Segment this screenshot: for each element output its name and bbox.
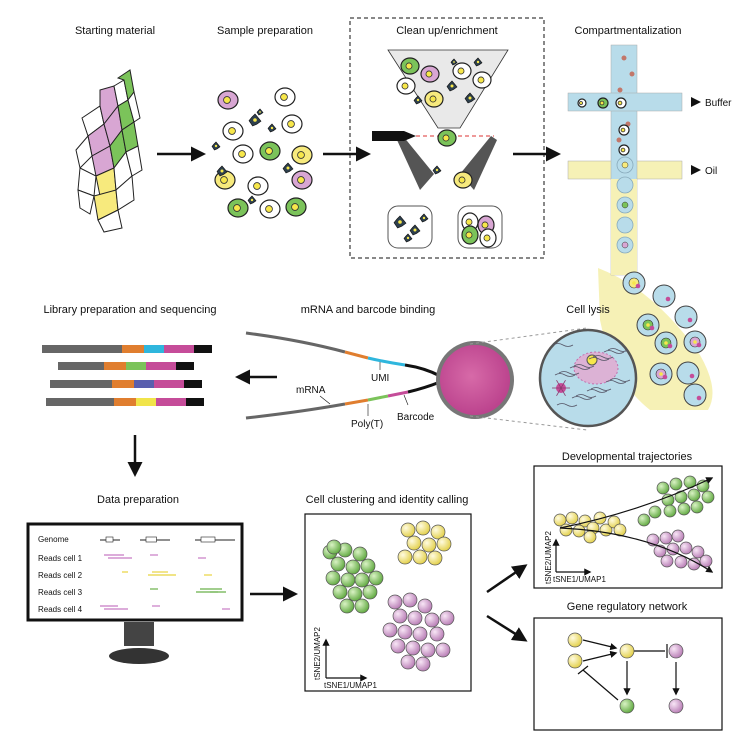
clustering-y-axis-label: tSNE2/UMAP2 xyxy=(313,627,322,680)
panel-title-compartmentalization: Compartmentalization xyxy=(575,25,682,37)
panel-title-data-prep: Data preparation xyxy=(97,494,179,506)
barcode-label: Barcode xyxy=(397,412,435,423)
trajectory-y-axis-label: tSNE2/UMAP2 xyxy=(544,531,553,584)
trajectory-x-axis-label: tSNE1/UMAP1 xyxy=(553,575,606,584)
panel-title-sample-preparation: Sample preparation xyxy=(217,25,313,37)
laser-icon xyxy=(372,131,404,141)
sequencing-library xyxy=(42,345,212,406)
mrna-label: mRNA xyxy=(296,385,326,396)
panel-title-grn: Gene regulatory network xyxy=(567,601,688,613)
reads-cell-4-label: Reads cell 4 xyxy=(38,605,83,614)
arrow-7 xyxy=(486,564,528,594)
reads-cell-1-label: Reads cell 1 xyxy=(38,554,83,563)
panel-title-binding: mRNA and barcode binding xyxy=(301,304,436,316)
arrow-8 xyxy=(486,614,528,642)
dissociated-cells xyxy=(211,87,313,219)
grn-edges xyxy=(577,639,680,701)
clustering-x-axis-label: tSNE1/UMAP1 xyxy=(324,681,377,690)
reads-cell-2-label: Reads cell 2 xyxy=(38,571,83,580)
panel-title-cleanup: Clean up/enrichment xyxy=(396,25,498,37)
oil-label: Oil xyxy=(705,166,717,177)
panel-title-starting-material: Starting material xyxy=(75,25,155,37)
panel-title-clustering: Cell clustering and identity calling xyxy=(306,494,469,506)
tissue-illustration xyxy=(75,69,143,233)
reads-cell-3-label: Reads cell 3 xyxy=(38,588,83,597)
droplets xyxy=(577,55,707,407)
umi-label: UMI xyxy=(371,373,389,384)
read-alignments xyxy=(100,536,235,610)
grn-nodes xyxy=(567,632,684,714)
cluster-cells xyxy=(322,520,455,672)
mrna-strands xyxy=(552,343,631,407)
buffer-label: Buffer xyxy=(705,98,732,109)
panel-title-library: Library preparation and sequencing xyxy=(43,304,216,316)
mrna-barcode-illustration xyxy=(245,327,588,431)
panel-title-trajectories: Developmental trajectories xyxy=(562,451,693,463)
cleanup-cells xyxy=(393,57,497,248)
trajectory-axes xyxy=(552,538,592,576)
tube-debris xyxy=(387,205,433,249)
polyt-label: Poly(T) xyxy=(351,419,383,430)
genome-label: Genome xyxy=(38,535,69,544)
clustering-axes xyxy=(322,638,368,682)
panel-title-lysis: Cell lysis xyxy=(566,304,610,316)
barcode-bead xyxy=(436,341,514,419)
trajectory-curves xyxy=(559,477,714,573)
